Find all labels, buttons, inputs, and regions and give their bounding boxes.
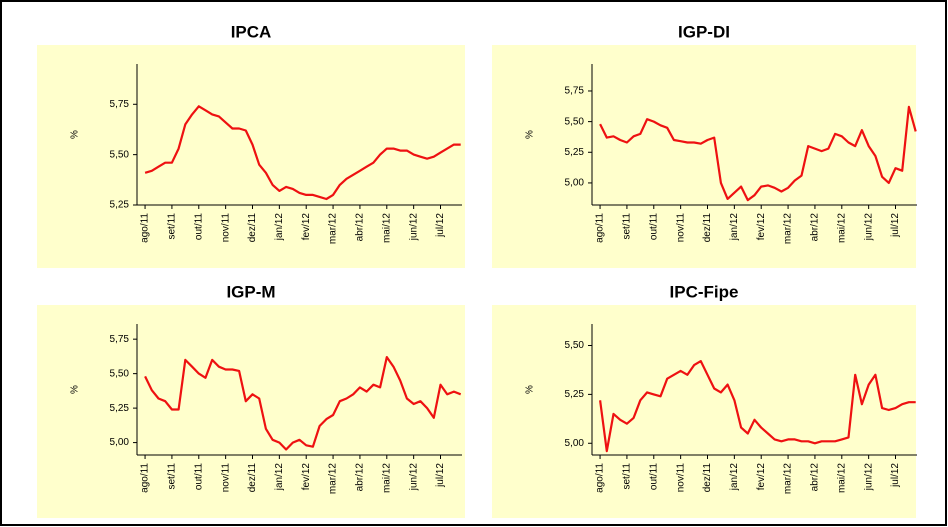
y-axis-label: % <box>70 130 81 139</box>
panel <box>492 45 916 268</box>
x-tick-label: nov/11 <box>675 463 686 493</box>
x-tick-label: set/11 <box>167 213 178 240</box>
x-tick-label: ago/11 <box>140 213 151 243</box>
x-tick-label: out/11 <box>648 213 659 240</box>
x-tick-label: mai/12 <box>836 213 847 243</box>
x-tick-label: fev/12 <box>756 213 767 241</box>
x-tick-label: jun/12 <box>863 213 874 242</box>
x-tick-label: dez/11 <box>702 463 713 493</box>
chart-title: IPCA <box>231 22 272 41</box>
x-tick-label: jul/12 <box>435 463 446 488</box>
panel <box>37 305 465 518</box>
chart-title: IGP-M <box>226 282 275 301</box>
y-tick-label: 5,25 <box>565 389 585 400</box>
x-tick-label: jul/12 <box>890 213 901 238</box>
x-tick-label: jan/12 <box>729 213 740 242</box>
x-tick-label: mar/12 <box>328 463 339 495</box>
x-tick-label: abr/12 <box>810 463 821 492</box>
x-tick-label: out/11 <box>193 213 204 240</box>
x-tick-label: out/11 <box>193 463 204 490</box>
y-tick-label: 5,00 <box>565 178 585 189</box>
x-tick-label: ago/11 <box>595 213 606 243</box>
x-tick-label: out/11 <box>648 463 659 490</box>
x-tick-label: mar/12 <box>328 213 339 245</box>
x-tick-label: jan/12 <box>274 213 285 242</box>
x-tick-label: dez/11 <box>247 213 258 243</box>
y-tick-label: 5,50 <box>565 340 585 351</box>
x-tick-label: abr/12 <box>355 463 366 492</box>
data-line <box>144 356 462 451</box>
y-tick-label: 5,25 <box>110 200 130 211</box>
x-tick-label: ago/11 <box>140 463 151 493</box>
x-tick-label: set/11 <box>167 463 178 490</box>
x-tick-label: nov/11 <box>220 463 231 493</box>
x-tick-label: ago/11 <box>595 463 606 493</box>
data-line <box>599 360 916 453</box>
x-tick-label: jun/12 <box>408 213 419 242</box>
y-tick-label: 5,50 <box>110 149 130 160</box>
y-tick-label: 5,00 <box>110 437 130 448</box>
y-tick-label: 5,75 <box>565 86 585 97</box>
x-tick-label: jul/12 <box>435 213 446 238</box>
chart-title: IGP-DI <box>678 22 730 41</box>
x-tick-label: mai/12 <box>381 213 392 243</box>
x-tick-label: mar/12 <box>783 213 794 245</box>
y-tick-label: 5,50 <box>565 116 585 127</box>
y-tick-label: 5,50 <box>110 368 130 379</box>
x-tick-label: jan/12 <box>274 463 285 492</box>
y-tick-label: 5,00 <box>565 438 585 449</box>
x-tick-label: mai/12 <box>381 463 392 493</box>
x-tick-label: dez/11 <box>247 463 258 493</box>
x-tick-label: mar/12 <box>783 463 794 495</box>
x-tick-label: abr/12 <box>355 213 366 242</box>
data-line <box>599 105 917 202</box>
x-tick-label: jul/12 <box>890 463 901 488</box>
x-tick-label: set/11 <box>622 213 633 240</box>
x-tick-label: nov/11 <box>675 213 686 243</box>
y-tick-label: 5,25 <box>110 403 130 414</box>
chart-title: IPC-Fipe <box>670 282 739 301</box>
x-tick-label: dez/11 <box>702 213 713 243</box>
y-tick-label: 5,75 <box>110 99 130 110</box>
x-tick-label: fev/12 <box>301 213 312 241</box>
x-tick-label: jun/12 <box>408 463 419 492</box>
x-tick-label: mai/12 <box>836 463 847 493</box>
x-tick-label: abr/12 <box>810 213 821 242</box>
x-tick-label: jun/12 <box>863 463 874 492</box>
y-axis-label: % <box>525 130 536 139</box>
y-axis-label: % <box>70 385 81 394</box>
x-tick-label: fev/12 <box>756 463 767 491</box>
y-axis-label: % <box>525 385 536 394</box>
x-tick-label: set/11 <box>622 463 633 490</box>
y-tick-label: 5,75 <box>110 334 130 345</box>
panel <box>37 45 465 268</box>
panel <box>492 305 916 518</box>
data-line <box>144 105 461 201</box>
x-tick-label: fev/12 <box>301 463 312 491</box>
x-tick-label: nov/11 <box>220 213 231 243</box>
x-tick-label: jan/12 <box>729 463 740 492</box>
y-tick-label: 5,25 <box>565 147 585 158</box>
